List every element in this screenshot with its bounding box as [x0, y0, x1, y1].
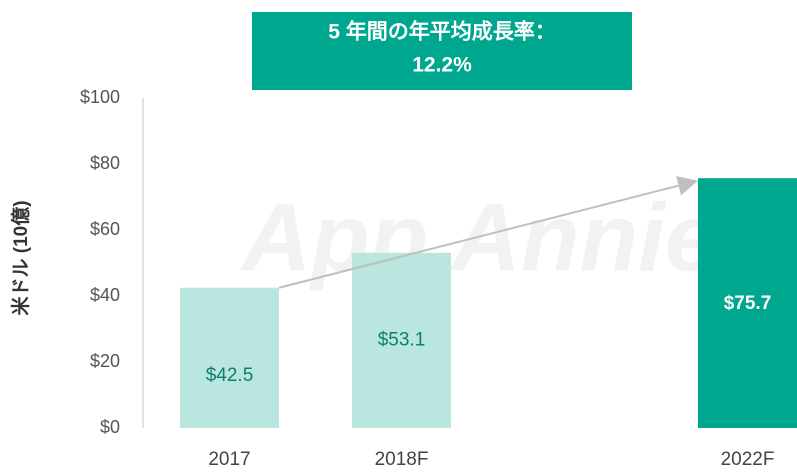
y-tick-label: $40 — [90, 285, 120, 305]
chart-title: 5 年間の年平均成長率： — [328, 20, 556, 44]
bar — [180, 287, 279, 428]
value-label: $53.1 — [378, 329, 426, 350]
value-label: $42.5 — [206, 365, 254, 386]
chart-title: 12.2% — [412, 54, 472, 77]
y-tick-label: $20 — [90, 351, 120, 371]
bar — [698, 178, 797, 428]
y-tick-label: $60 — [90, 219, 120, 239]
y-tick-label: $100 — [80, 87, 120, 107]
bar — [352, 252, 451, 428]
y-tick-label: $80 — [90, 153, 120, 173]
y-axis-label: 米ドル (10億) — [9, 200, 32, 315]
value-label: $75.7 — [724, 293, 772, 314]
x-tick-label: 2018F — [375, 449, 429, 470]
x-tick-label: 2017 — [208, 449, 250, 470]
y-tick-label: $0 — [100, 417, 120, 437]
watermark: App Annie — [240, 184, 718, 291]
growth-arrow — [278, 175, 698, 289]
x-tick-label: 2022F — [721, 449, 775, 470]
banner — [252, 12, 632, 90]
